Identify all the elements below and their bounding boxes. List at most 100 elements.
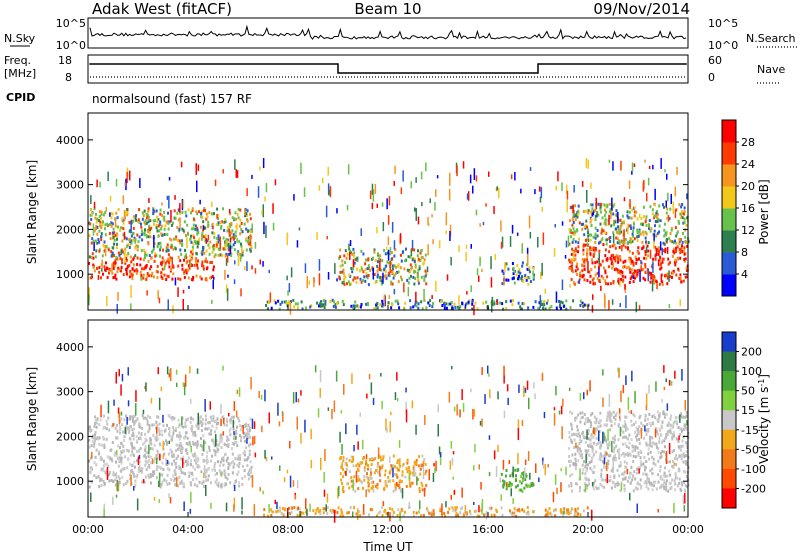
power-echo-cell [614,246,617,250]
velocity-echo-cell [149,441,152,445]
velocity-echo-cell [216,472,218,475]
velocity-echo-cell [153,443,156,447]
velocity-noise-cell [674,370,676,379]
power-echo-cell [414,270,417,274]
power-echo-cell [603,203,606,207]
power-echo-cell [589,252,592,256]
velocity-echo-cell [103,463,106,467]
velocity-echo-cell [132,473,135,477]
beam-title: Beam 10 [354,0,421,18]
velocity-echo-cell [223,442,226,446]
power-echo-cell [507,278,510,282]
velocity-echo-cell [569,474,572,478]
velocity-noise-cell [630,410,633,415]
velocity-echo-cell [652,422,655,426]
velocity-echo-cell [660,433,663,437]
power-noise-cell [467,191,470,201]
velocity-echo-cell [362,511,365,515]
power-echo-cell [636,235,639,239]
power-echo-cell [532,305,535,309]
velocity-echo-cell [620,481,623,485]
power-echo-cell [351,252,354,256]
velocity-echo-cell [590,423,593,427]
velocity-echo-cell [572,432,575,436]
power-echo-cell [597,213,600,217]
power-echo-cell [572,270,574,274]
velocity-echo-cell [407,466,410,470]
power-echo-cell [540,300,543,304]
velocity-noise-cell [555,385,557,396]
velocity-echo-cell [661,450,664,453]
power-echo-cell [143,209,146,213]
power-echo-cell [400,253,402,257]
velocity-noise-cell [503,375,505,384]
x-tick-label: 16:00 [472,523,504,536]
velocity-echo-cell [283,507,286,511]
velocity-echo-cell [430,513,433,517]
velocity-echo-cell [419,472,422,476]
velocity-echo-cell [193,458,196,462]
power-echo-cell [166,245,169,249]
velocity-echo-cell [138,466,140,470]
power-echo-cell [601,216,604,220]
power-echo-cell [135,271,138,275]
power-echo-cell [534,300,537,304]
velocity-echo-cell [340,508,343,512]
velocity-echo-cell [649,444,652,448]
velocity-echo-cell [224,471,227,475]
power-noise-cell [666,173,668,180]
power-echo-cell [381,304,383,308]
velocity-echo-cell [148,427,151,431]
power-noise-cell [586,190,588,203]
velocity-echo-cell [120,417,123,421]
power-echo-cell [635,270,638,273]
power-echo-cell [119,257,122,261]
velocity-noise-cell [606,474,609,484]
power-echo-cell [681,246,684,250]
power-echo-cell [523,302,526,306]
velocity-noise-cell [295,392,297,403]
power-echo-cell [603,222,606,225]
power-echo-cell [590,224,593,227]
power-echo-cell [584,243,587,247]
power-echo-cell [99,224,101,228]
power-echo-cell [562,304,565,308]
velocity-echo-cell [518,488,521,492]
velocity-noise-cell [277,402,279,416]
velocity-noise-cell [441,503,443,515]
power-echo-cell [525,278,528,282]
power-noise-cell [544,288,546,294]
velocity-noise-cell [450,494,452,500]
velocity-noise-cell [205,485,207,497]
velocity-echo-cell [121,450,124,454]
velocity-echo-cell [609,478,612,482]
power-echo-cell [379,279,382,283]
power-echo-cell [499,301,502,305]
velocity-noise-cell [296,416,298,430]
velocity-echo-cell [357,469,360,473]
power-echo-cell [617,225,619,229]
velocity-noise-cell [352,479,354,491]
velocity-noise-cell [150,397,153,404]
velocity-echo-cell [239,424,241,428]
velocity-echo-cell [632,454,635,458]
power-echo-cell [513,270,516,273]
power-noise-cell [565,240,568,248]
power-echo-cell [610,212,613,216]
velocity-echo-cell [365,475,368,479]
velocity-echo-cell [180,424,183,428]
velocity-echo-cell [488,506,491,510]
velocity-noise-cell [365,454,368,460]
power-echo-cell [600,274,603,278]
velocity-echo-cell [608,479,611,483]
velocity-noise-cell [390,411,392,416]
velocity-echo-cell [426,509,429,513]
velocity-echo-cell [247,477,250,481]
power-echo-cell [125,270,128,273]
power-echo-cell [92,239,95,243]
velocity-noise-cell [304,419,306,433]
velocity-noise-cell [116,449,118,455]
velocity-echo-cell [216,443,219,447]
velocity-echo-cell [595,485,598,489]
power-echo-cell [641,247,644,251]
